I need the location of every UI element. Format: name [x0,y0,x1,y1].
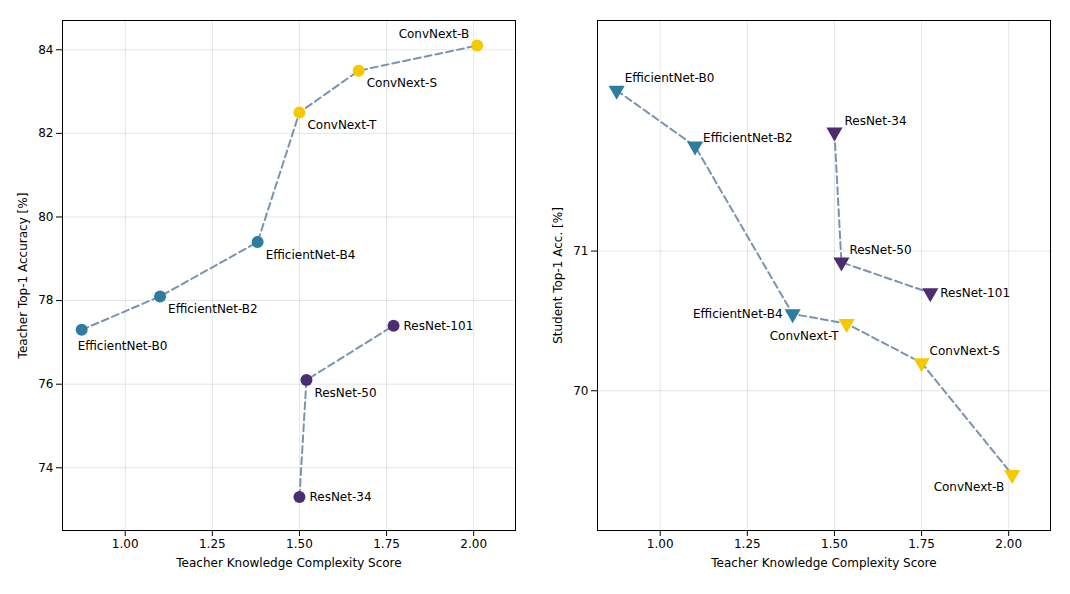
svg-text:82: 82 [38,126,53,140]
svg-text:2.00: 2.00 [460,537,487,551]
svg-text:ConvNext-S: ConvNext-S [930,344,1000,358]
svg-text:ConvNext-T: ConvNext-T [307,118,377,132]
svg-text:ConvNext-B: ConvNext-B [399,27,470,41]
svg-text:76: 76 [38,377,53,391]
svg-text:1.25: 1.25 [734,537,761,551]
svg-text:ResNet-50: ResNet-50 [849,243,911,257]
svg-text:ResNet-101: ResNet-101 [940,286,1010,300]
svg-text:EfficientNet-B0: EfficientNet-B0 [625,71,715,85]
svg-text:ConvNext-S: ConvNext-S [367,76,437,90]
svg-text:1.75: 1.75 [908,537,935,551]
svg-text:1.00: 1.00 [647,537,674,551]
svg-text:71: 71 [573,244,588,258]
svg-text:EfficientNet-B4: EfficientNet-B4 [693,307,783,321]
svg-text:70: 70 [573,384,588,398]
svg-text:Student Top-1 Acc. [%]: Student Top-1 Acc. [%] [551,207,565,344]
svg-text:EfficientNet-B2: EfficientNet-B2 [168,302,258,316]
svg-text:1.75: 1.75 [373,537,400,551]
svg-text:EfficientNet-B2: EfficientNet-B2 [703,131,793,145]
svg-text:1.50: 1.50 [821,537,848,551]
svg-text:ResNet-101: ResNet-101 [404,319,474,333]
svg-text:84: 84 [38,43,53,57]
svg-text:ResNet-34: ResNet-34 [309,490,371,504]
svg-text:2.00: 2.00 [995,537,1022,551]
svg-text:ResNet-34: ResNet-34 [844,114,906,128]
svg-text:74: 74 [38,461,53,475]
svg-text:78: 78 [38,293,53,307]
svg-text:Teacher Knowledge Complexity S: Teacher Knowledge Complexity Score [175,556,401,570]
svg-text:EfficientNet-B4: EfficientNet-B4 [266,248,356,262]
svg-text:EfficientNet-B0: EfficientNet-B0 [78,339,168,353]
svg-text:ConvNext-B: ConvNext-B [934,480,1005,494]
svg-text:ResNet-50: ResNet-50 [314,386,376,400]
svg-text:Teacher Knowledge Complexity S: Teacher Knowledge Complexity Score [710,556,936,570]
svg-text:1.25: 1.25 [199,537,226,551]
svg-text:ConvNext-T: ConvNext-T [770,329,840,343]
svg-text:80: 80 [38,210,53,224]
svg-text:1.00: 1.00 [112,537,139,551]
svg-text:1.50: 1.50 [286,537,313,551]
svg-text:Teacher Top-1 Accuracy [%]: Teacher Top-1 Accuracy [%] [16,193,30,360]
